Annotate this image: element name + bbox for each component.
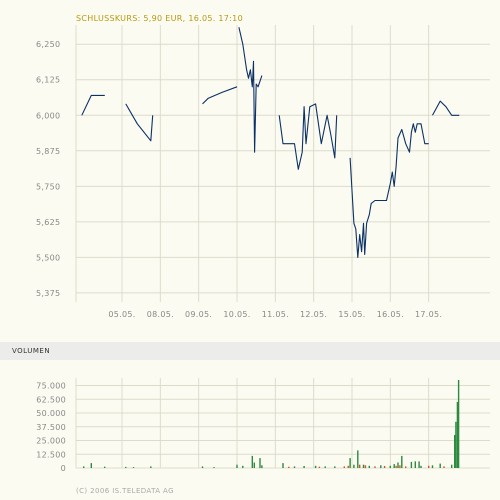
volume-bar bbox=[393, 464, 395, 468]
volume-bar bbox=[420, 465, 422, 468]
volume-bar bbox=[132, 467, 135, 468]
price-line-segment bbox=[432, 100, 460, 116]
copyright: (C) 2006 IS.TELEDATA AG bbox=[76, 487, 174, 495]
volume-bar bbox=[389, 465, 391, 468]
price-line-segment bbox=[349, 123, 429, 258]
volume-y-tick-label: 25.000 bbox=[36, 437, 66, 446]
price-x-tick-label: 11.05. bbox=[262, 310, 289, 319]
price-x-tick-label: 10.05. bbox=[223, 310, 250, 319]
volume-bar bbox=[353, 464, 355, 468]
volume-bar bbox=[201, 466, 204, 468]
volume-bar bbox=[359, 464, 361, 468]
volume-bar bbox=[150, 466, 152, 468]
price-y-tick-label: 5,625 bbox=[36, 218, 60, 227]
volume-bar bbox=[314, 465, 317, 468]
volume-bar bbox=[349, 458, 351, 468]
price-x-tick-label: 08.05. bbox=[147, 310, 174, 319]
price-x-tick-label: 17.05. bbox=[415, 310, 442, 319]
price-x-tick-label: 09.05. bbox=[185, 310, 212, 319]
volume-bar bbox=[443, 466, 445, 468]
volume-bar bbox=[282, 463, 284, 468]
price-x-tick-label: 15.05. bbox=[338, 310, 365, 319]
volume-bar bbox=[451, 464, 453, 468]
price-y-tick-label: 5,750 bbox=[36, 182, 60, 191]
volume-bar bbox=[324, 466, 326, 468]
volume-bar bbox=[428, 465, 430, 468]
volume-y-tick-label: 12.500 bbox=[36, 450, 66, 459]
volume-bar bbox=[90, 463, 92, 468]
price-y-tick-label: 5,500 bbox=[36, 253, 60, 262]
price-line-segment bbox=[81, 94, 105, 116]
price-y-tick-label: 6,250 bbox=[36, 40, 60, 49]
volume-bar bbox=[104, 466, 106, 468]
volume-header-band bbox=[0, 342, 500, 360]
volume-y-tick-label: 0 bbox=[61, 464, 66, 473]
price-y-tick-label: 5,375 bbox=[36, 289, 60, 298]
volume-bar bbox=[293, 466, 296, 468]
volume-bar bbox=[253, 462, 255, 468]
volume-y-tick-label: 62.500 bbox=[36, 395, 66, 404]
volume-bar bbox=[242, 465, 244, 468]
volume-bar bbox=[380, 465, 382, 469]
volume-bar bbox=[357, 450, 359, 468]
volume-bar bbox=[288, 466, 290, 468]
volume-bar bbox=[383, 466, 386, 468]
price-line-segment bbox=[125, 103, 154, 142]
volume-bar bbox=[397, 462, 399, 468]
price-chart: 5,375 5,500 5,625 5,750 5,875 6,000 6,125 6,250… bbox=[36, 25, 490, 319]
volume-bar bbox=[395, 465, 397, 468]
price-y-tick-label: 6,000 bbox=[36, 111, 60, 120]
volume-bar bbox=[431, 465, 434, 469]
price-x-tick-label: 16.05. bbox=[377, 310, 404, 319]
volume-bar bbox=[303, 466, 305, 468]
volume-bar bbox=[368, 465, 370, 468]
volume-bar bbox=[399, 465, 401, 469]
volume-bar bbox=[410, 461, 413, 468]
volume-bar bbox=[347, 465, 349, 468]
volume-title: VOLUMEN bbox=[12, 347, 51, 355]
volume-bar bbox=[343, 466, 345, 468]
volume-bar bbox=[418, 461, 420, 468]
volume-bar bbox=[455, 421, 457, 468]
volume-bar bbox=[414, 461, 416, 468]
volume-bar bbox=[125, 466, 127, 468]
volume-bar bbox=[334, 466, 336, 468]
price-x-tick-label: 05.05. bbox=[108, 310, 135, 319]
price-y-tick-label: 6,125 bbox=[36, 76, 60, 85]
volume-y-tick-label: 75.000 bbox=[36, 382, 66, 391]
price-y-tick-label: 5,875 bbox=[36, 147, 60, 156]
volume-bar bbox=[454, 435, 456, 468]
volume-bar bbox=[457, 380, 460, 468]
volume-bar bbox=[439, 463, 441, 468]
price-line-segment bbox=[202, 86, 238, 105]
volume-bar bbox=[364, 465, 367, 469]
volume-bar bbox=[83, 466, 85, 468]
volume-bar bbox=[261, 465, 263, 469]
chart-title: SCHLUSSKURS: 5,90 EUR, 16.05. 17:10 bbox=[76, 14, 243, 23]
price-line-segment bbox=[278, 103, 338, 170]
volume-bar bbox=[259, 458, 261, 468]
volume-bar bbox=[236, 464, 238, 468]
volume-bar bbox=[405, 466, 407, 468]
price-x-tick-label: 12.05. bbox=[300, 310, 327, 319]
volume-bar bbox=[213, 467, 215, 468]
volume-y-tick-label: 37.500 bbox=[36, 423, 66, 432]
volume-bar bbox=[251, 455, 253, 468]
price-line-segment bbox=[238, 27, 263, 153]
volume-y-tick-label: 50.000 bbox=[36, 409, 66, 418]
volume-bar bbox=[362, 464, 365, 468]
volume-bar bbox=[401, 455, 403, 468]
volume-bar bbox=[374, 466, 376, 468]
volume-bar bbox=[456, 402, 459, 468]
volume-bar bbox=[318, 466, 321, 468]
